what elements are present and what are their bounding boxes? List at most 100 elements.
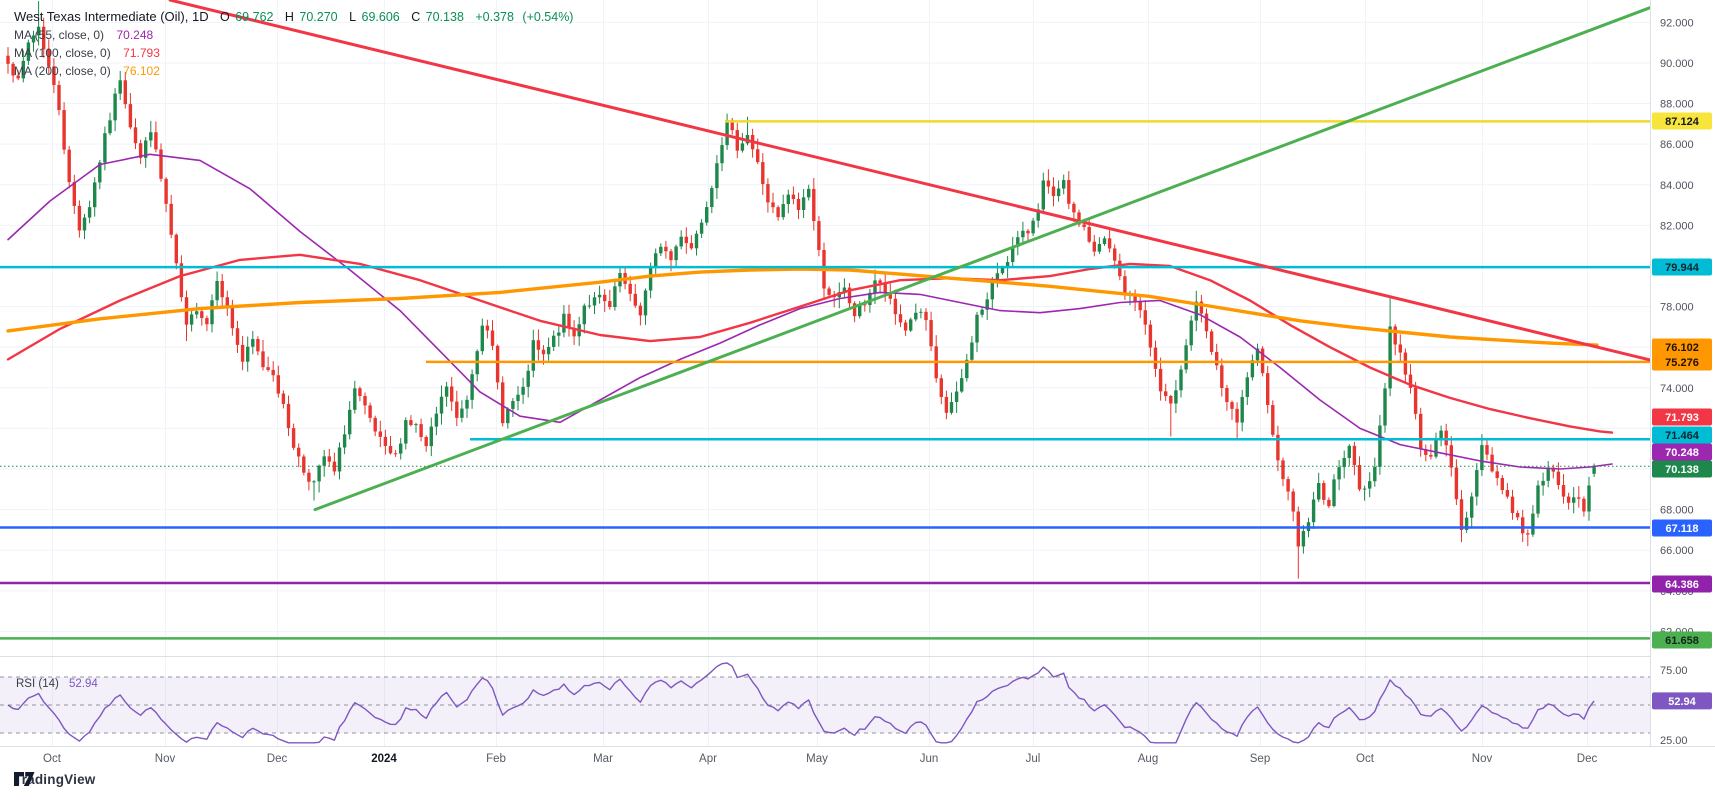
candle-body — [1378, 425, 1382, 467]
candle-body — [791, 194, 796, 199]
candle-body — [200, 311, 204, 319]
candle-body — [1240, 396, 1244, 423]
candle-body — [429, 426, 433, 447]
price-badge — [1652, 575, 1712, 593]
candle-body — [1322, 483, 1326, 500]
candle-body — [761, 162, 765, 185]
candle-body — [1388, 326, 1392, 389]
ascending-support-trendline[interactable] — [313, 6, 1652, 512]
low-value: 69.606 — [361, 10, 400, 24]
candle-body — [995, 273, 1000, 283]
price-badge — [1652, 631, 1712, 649]
ma100-line[interactable] — [6, 253, 1614, 434]
tradingview-attribution[interactable]: TradingView — [14, 772, 95, 787]
candle-body — [1311, 499, 1316, 523]
candle-body — [108, 120, 112, 134]
candle-body — [1541, 480, 1545, 486]
x-axis-label: Oct — [43, 753, 62, 765]
candle-body — [1164, 391, 1168, 397]
candle-body — [766, 184, 770, 203]
candle-body — [715, 163, 719, 189]
price-badge-text: 67.118 — [1665, 523, 1698, 535]
high-value: 70.270 — [299, 10, 338, 24]
candle-body — [970, 342, 974, 360]
candle-body — [460, 408, 464, 418]
candle-body — [592, 297, 597, 306]
candle-body — [990, 282, 994, 300]
ma55-label: MA (55, close, 0) — [14, 28, 105, 42]
candle-body — [98, 162, 102, 183]
candle-body — [587, 305, 592, 307]
x-axis-label: Jul — [1026, 753, 1041, 765]
candle-body — [567, 313, 571, 328]
candle-body — [307, 472, 311, 482]
candle-body — [1449, 445, 1453, 468]
candle-body — [286, 403, 291, 429]
candle-body — [47, 49, 51, 67]
symbol-legend[interactable]: West Texas Intermediate (Oil), 1D O 69.7… — [14, 8, 573, 80]
candle-body — [1342, 457, 1346, 468]
candle-body — [1041, 180, 1045, 210]
candle-body — [531, 340, 535, 371]
candle-body — [985, 299, 989, 310]
candle-body — [888, 293, 892, 299]
rsi-value: 52.94 — [69, 678, 98, 690]
candle-body — [1199, 301, 1204, 314]
candle-body — [103, 133, 107, 163]
x-axis-label: Dec — [267, 753, 288, 765]
candle-body — [1143, 310, 1147, 325]
price-badge-text: 76.102 — [1665, 342, 1699, 354]
candle-body — [1291, 491, 1295, 512]
descending-resistance-trendline[interactable] — [168, 0, 1652, 362]
candle-body — [1123, 276, 1127, 295]
candle-body — [679, 236, 683, 247]
y-axis-label: 88.000 — [1660, 99, 1694, 111]
ma55-line[interactable] — [7, 153, 1613, 470]
candle-body — [506, 408, 510, 424]
candle-body — [664, 246, 668, 252]
x-axis-label: Nov — [1472, 753, 1493, 765]
candle-body — [710, 188, 714, 208]
rsi-pane[interactable] — [0, 662, 1650, 744]
candle-body — [235, 328, 240, 345]
candle-body — [960, 378, 964, 392]
candle-body — [123, 80, 127, 105]
candle-body — [312, 481, 316, 483]
price-badge — [1652, 408, 1712, 426]
candle-body — [322, 456, 326, 466]
candle-body — [730, 120, 734, 131]
candle-body — [1485, 445, 1489, 455]
candle-body — [465, 399, 469, 409]
price-badge — [1652, 353, 1712, 371]
candle-body — [240, 344, 245, 362]
candle-body — [807, 188, 811, 198]
candle-body — [246, 346, 250, 362]
candle-body — [648, 267, 653, 291]
price-badge-text: 70.248 — [1665, 447, 1699, 459]
candle-body — [1097, 244, 1102, 252]
candle-body — [1531, 513, 1535, 535]
time-axis[interactable]: Oct Nov Dec 2024 Feb Mar Apr May Jun Jul Aug Sep Oct… — [43, 753, 1597, 765]
candle-body — [924, 311, 928, 321]
candle-body — [490, 330, 495, 346]
price-badge-text: 75.276 — [1665, 357, 1699, 369]
candle-body — [643, 290, 648, 316]
candle-body — [220, 280, 224, 298]
indicator-row-ma200[interactable]: MA (200, close, 0) 76.102 — [14, 62, 573, 80]
candle-body — [62, 110, 66, 150]
candle-body — [694, 233, 699, 249]
candle-body — [424, 437, 428, 447]
indicator-row-ma55[interactable]: MA (55, close, 0) 70.248 — [14, 26, 573, 44]
price-badges: 87.124 79.944 76.102 75.276 71.793 71.464 70.2… — [1652, 112, 1712, 710]
x-axis-label: Jun — [920, 753, 939, 765]
price-badge — [1652, 692, 1712, 710]
candle-body — [1592, 466, 1596, 474]
candle-body — [1368, 481, 1372, 489]
rsi-line[interactable] — [7, 662, 1595, 744]
rsi-indicator-legend[interactable]: RSI (14) 52.94 — [16, 678, 98, 690]
symbol-title-row[interactable]: West Texas Intermediate (Oil), 1D O 69.7… — [14, 8, 573, 26]
ma200-line[interactable] — [6, 267, 1599, 347]
indicator-row-ma100[interactable]: MA (100, close, 0) 71.793 — [14, 44, 573, 62]
ma55-value: 70.248 — [116, 28, 154, 42]
